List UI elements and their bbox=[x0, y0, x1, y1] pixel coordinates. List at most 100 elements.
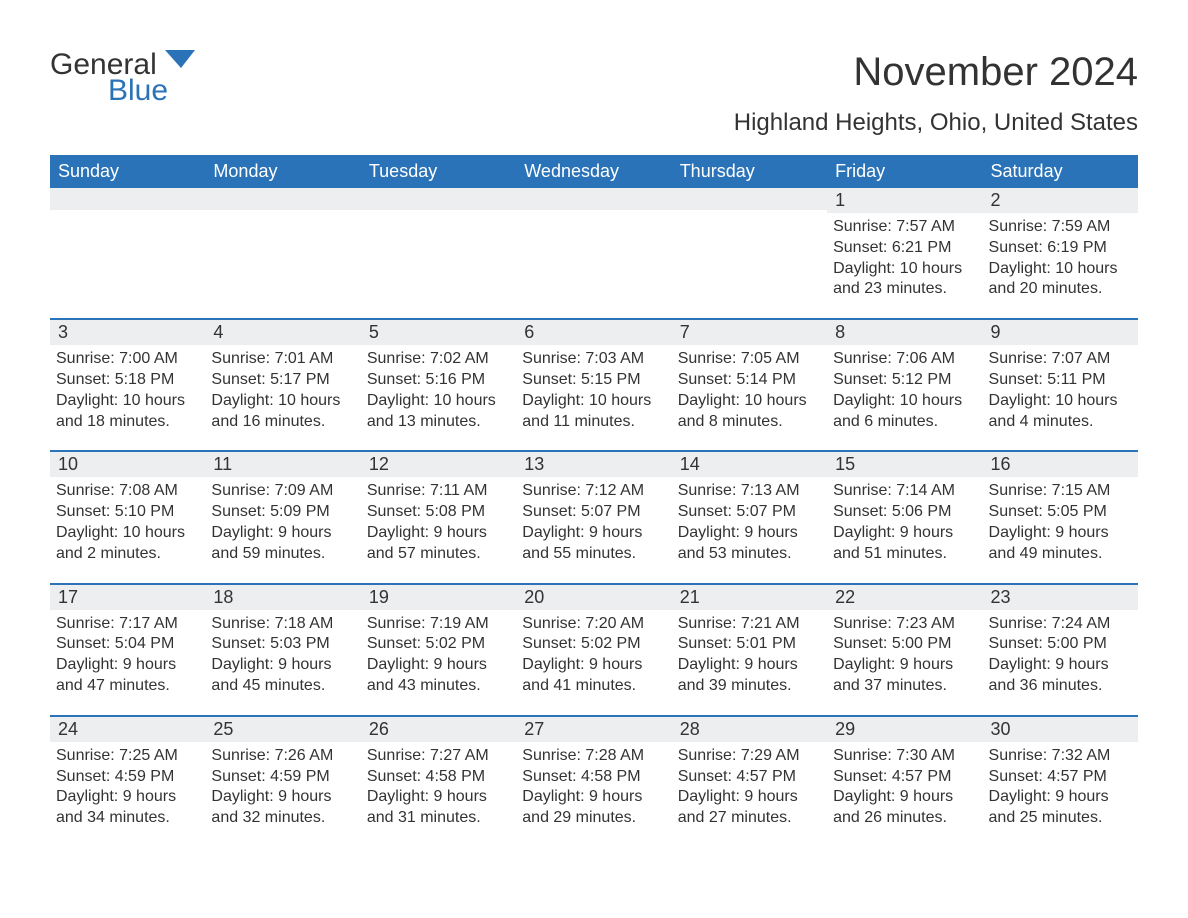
day-header-friday: Friday bbox=[827, 155, 982, 188]
sunset-text: Sunset: 5:18 PM bbox=[56, 370, 199, 391]
day-cell: 11Sunrise: 7:09 AMSunset: 5:09 PMDayligh… bbox=[205, 451, 360, 583]
day-cell: 14Sunrise: 7:13 AMSunset: 5:07 PMDayligh… bbox=[672, 451, 827, 583]
daylight-text: Daylight: 10 hours and 16 minutes. bbox=[211, 391, 354, 433]
sunrise-text: Sunrise: 7:15 AM bbox=[989, 481, 1132, 502]
daylight-text: Daylight: 9 hours and 41 minutes. bbox=[522, 655, 665, 697]
day-info: Sunrise: 7:08 AMSunset: 5:10 PMDaylight:… bbox=[56, 481, 199, 564]
day-info: Sunrise: 7:07 AMSunset: 5:11 PMDaylight:… bbox=[989, 349, 1132, 432]
day-info: Sunrise: 7:12 AMSunset: 5:07 PMDaylight:… bbox=[522, 481, 665, 564]
sunset-text: Sunset: 5:09 PM bbox=[211, 502, 354, 523]
day-number: 18 bbox=[205, 585, 360, 610]
day-info: Sunrise: 7:59 AMSunset: 6:19 PMDaylight:… bbox=[989, 217, 1132, 300]
day-number: 6 bbox=[516, 320, 671, 345]
sunset-text: Sunset: 5:02 PM bbox=[367, 634, 510, 655]
day-number: 16 bbox=[983, 452, 1138, 477]
sunrise-text: Sunrise: 7:24 AM bbox=[989, 614, 1132, 635]
daylight-text: Daylight: 10 hours and 2 minutes. bbox=[56, 523, 199, 565]
sunrise-text: Sunrise: 7:17 AM bbox=[56, 614, 199, 635]
day-cell: 23Sunrise: 7:24 AMSunset: 5:00 PMDayligh… bbox=[983, 584, 1138, 716]
day-number: 5 bbox=[361, 320, 516, 345]
day-header-sunday: Sunday bbox=[50, 155, 205, 188]
day-info: Sunrise: 7:17 AMSunset: 5:04 PMDaylight:… bbox=[56, 614, 199, 697]
daylight-text: Daylight: 9 hours and 59 minutes. bbox=[211, 523, 354, 565]
logo-blue: Blue bbox=[108, 76, 195, 106]
week-row: 24 Sunrise: 7:25 AM Sunset: 4:59 PM Dayligh… bbox=[50, 716, 1138, 847]
location: Highland Heights, Ohio, United States bbox=[734, 109, 1138, 137]
sunrise-text: Sunrise: 7:20 AM bbox=[522, 614, 665, 635]
sunrise-text: Sunrise: 7:07 AM bbox=[989, 349, 1132, 370]
daylight-text: Daylight: 9 hours and 25 minutes. bbox=[989, 787, 1132, 829]
sunset-text: Sunset: 5:12 PM bbox=[833, 370, 976, 391]
sunrise-text: Sunrise: 7:25 AM bbox=[56, 746, 199, 767]
day-number: 19 bbox=[361, 585, 516, 610]
daylight-text: Daylight: 9 hours and 51 minutes. bbox=[833, 523, 976, 565]
daylight-text: Daylight: 10 hours and 4 minutes. bbox=[989, 391, 1132, 433]
titles: November 2024 Highland Heights, Ohio, Un… bbox=[734, 50, 1138, 137]
sunrise-text: Sunrise: 7:13 AM bbox=[678, 481, 821, 502]
daylight-text: Daylight: 9 hours and 34 minutes. bbox=[56, 787, 199, 829]
sunset-text: Sunset: 5:02 PM bbox=[522, 634, 665, 655]
day-info: Sunrise: 7:06 AMSunset: 5:12 PMDaylight:… bbox=[833, 349, 976, 432]
sunrise-text: Sunrise: 7:14 AM bbox=[833, 481, 976, 502]
day-number: 1 bbox=[827, 188, 982, 213]
day-cell: 17Sunrise: 7:17 AMSunset: 5:04 PMDayligh… bbox=[50, 584, 205, 716]
sunset-text: Sunset: 4:59 PM bbox=[211, 767, 354, 788]
day-info: Sunrise: 7:19 AMSunset: 5:02 PMDaylight:… bbox=[367, 614, 510, 697]
day-cell: 20Sunrise: 7:20 AMSunset: 5:02 PMDayligh… bbox=[516, 584, 671, 716]
day-info: Sunrise: 7:15 AMSunset: 5:05 PMDaylight:… bbox=[989, 481, 1132, 564]
day-cell: 3Sunrise: 7:00 AMSunset: 5:18 PMDaylight… bbox=[50, 319, 205, 451]
daylight-text: Daylight: 9 hours and 31 minutes. bbox=[367, 787, 510, 829]
sunset-text: Sunset: 4:57 PM bbox=[989, 767, 1132, 788]
header: General Blue November 2024 Highland Heig… bbox=[50, 50, 1138, 137]
day-number: 11 bbox=[205, 452, 360, 477]
daylight-text: Daylight: 10 hours and 11 minutes. bbox=[522, 391, 665, 433]
day-cell: 8Sunrise: 7:06 AMSunset: 5:12 PMDaylight… bbox=[827, 319, 982, 451]
day-header-monday: Monday bbox=[205, 155, 360, 188]
calendar-table: SundayMondayTuesdayWednesdayThursdayFrid… bbox=[50, 155, 1138, 847]
sunrise-text: Sunrise: 7:29 AM bbox=[678, 746, 821, 767]
blank-cell bbox=[50, 188, 205, 319]
day-number: 12 bbox=[361, 452, 516, 477]
day-cell: 5Sunrise: 7:02 AMSunset: 5:16 PMDaylight… bbox=[361, 319, 516, 451]
day-cell: 15Sunrise: 7:14 AMSunset: 5:06 PMDayligh… bbox=[827, 451, 982, 583]
day-info: Sunrise: 7:29 AMSunset: 4:57 PMDaylight:… bbox=[678, 746, 821, 829]
blank-daynum bbox=[361, 188, 516, 210]
day-cell: 27Sunrise: 7:28 AMSunset: 4:58 PMDayligh… bbox=[516, 716, 671, 847]
sunrise-text: Sunrise: 7:23 AM bbox=[833, 614, 976, 635]
daylight-text: Daylight: 9 hours and 27 minutes. bbox=[678, 787, 821, 829]
sunset-text: Sunset: 5:05 PM bbox=[989, 502, 1132, 523]
day-info: Sunrise: 7:21 AMSunset: 5:01 PMDaylight:… bbox=[678, 614, 821, 697]
sunrise-text: Sunrise: 7:28 AM bbox=[522, 746, 665, 767]
day-number: 22 bbox=[827, 585, 982, 610]
blank-cell bbox=[672, 188, 827, 319]
day-header-tuesday: Tuesday bbox=[361, 155, 516, 188]
flag-icon bbox=[165, 50, 195, 77]
sunset-text: Sunset: 4:57 PM bbox=[678, 767, 821, 788]
day-cell: 24Sunrise: 7:25 AMSunset: 4:59 PMDayligh… bbox=[50, 716, 205, 847]
blank-cell bbox=[361, 188, 516, 319]
day-number: 25 bbox=[205, 717, 360, 742]
blank-daynum bbox=[672, 188, 827, 210]
day-info: Sunrise: 7:11 AMSunset: 5:08 PMDaylight:… bbox=[367, 481, 510, 564]
sunset-text: Sunset: 6:19 PM bbox=[989, 238, 1132, 259]
daylight-text: Daylight: 10 hours and 23 minutes. bbox=[833, 259, 976, 301]
daylight-text: Daylight: 9 hours and 47 minutes. bbox=[56, 655, 199, 697]
day-cell: 25Sunrise: 7:26 AMSunset: 4:59 PMDayligh… bbox=[205, 716, 360, 847]
sunset-text: Sunset: 5:01 PM bbox=[678, 634, 821, 655]
day-info: Sunrise: 7:27 AMSunset: 4:58 PMDaylight:… bbox=[367, 746, 510, 829]
day-info: Sunrise: 7:03 AMSunset: 5:15 PMDaylight:… bbox=[522, 349, 665, 432]
day-header-wednesday: Wednesday bbox=[516, 155, 671, 188]
day-cell: 30Sunrise: 7:32 AMSunset: 4:57 PMDayligh… bbox=[983, 716, 1138, 847]
sunrise-text: Sunrise: 7:32 AM bbox=[989, 746, 1132, 767]
day-info: Sunrise: 7:30 AMSunset: 4:57 PMDaylight:… bbox=[833, 746, 976, 829]
day-cell: 10 Sunrise: 7:08 AMSunset: 5:10 PMDayligh… bbox=[50, 451, 205, 583]
week-row: 17Sunrise: 7:17 AMSunset: 5:04 PMDayligh… bbox=[50, 584, 1138, 716]
day-number: 10 bbox=[50, 452, 205, 477]
day-info: Sunrise: 7:14 AMSunset: 5:06 PMDaylight:… bbox=[833, 481, 976, 564]
daylight-text: Daylight: 9 hours and 57 minutes. bbox=[367, 523, 510, 565]
sunrise-text: Sunrise: 7:05 AM bbox=[678, 349, 821, 370]
day-number: 27 bbox=[516, 717, 671, 742]
day-number: 24 bbox=[50, 717, 205, 742]
blank-cell bbox=[516, 188, 671, 319]
day-cell: 19 Sunrise: 7:19 AMSunset: 5:02 PMDayligh… bbox=[361, 584, 516, 716]
